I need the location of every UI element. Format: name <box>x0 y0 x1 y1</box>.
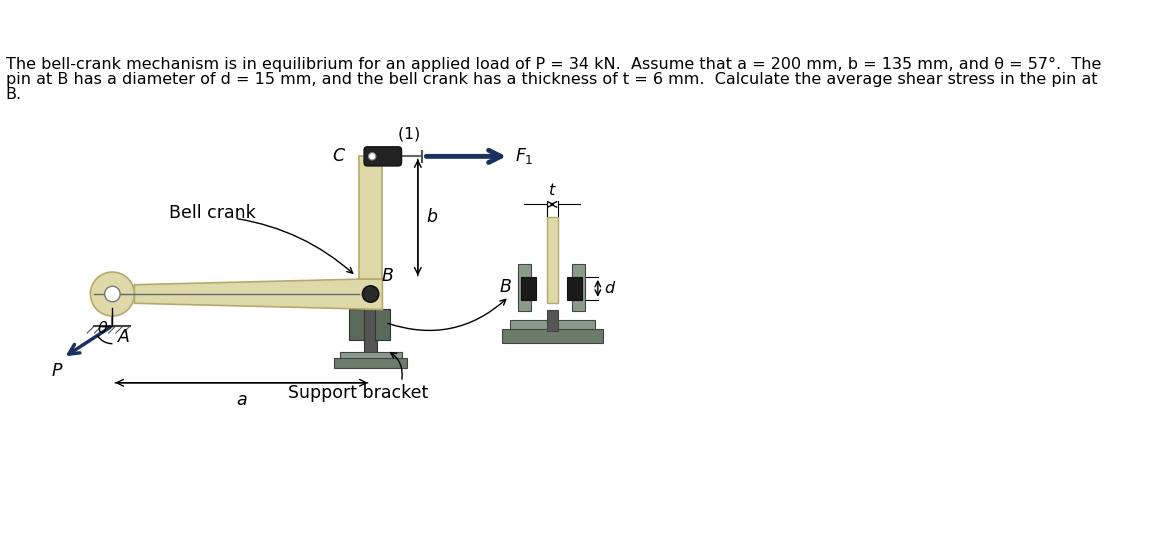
Bar <box>547 310 558 331</box>
Bar <box>522 277 535 300</box>
Text: Bell crank: Bell crank <box>169 204 256 222</box>
Bar <box>572 264 585 311</box>
Bar <box>349 310 364 341</box>
Text: $b$: $b$ <box>426 208 438 226</box>
Polygon shape <box>134 279 383 310</box>
Polygon shape <box>358 279 383 310</box>
Text: $a$: $a$ <box>236 391 247 409</box>
Text: $C$: $C$ <box>332 147 346 165</box>
Text: pin at B has a diameter of d = 15 mm, and the bell crank has a thickness of t = : pin at B has a diameter of d = 15 mm, an… <box>6 72 1097 87</box>
Circle shape <box>105 286 121 302</box>
Bar <box>334 358 407 368</box>
Bar <box>376 310 391 341</box>
Text: Support bracket: Support bracket <box>288 384 429 403</box>
Text: $B$: $B$ <box>381 267 394 285</box>
Text: $(1)$: $(1)$ <box>398 125 421 143</box>
Text: $\theta$: $\theta$ <box>97 320 108 336</box>
Text: $B$: $B$ <box>500 278 512 296</box>
Bar <box>518 264 531 311</box>
Circle shape <box>362 286 379 302</box>
Text: The bell-crank mechanism is in equilibrium for an applied load of P = 34 kN.  As: The bell-crank mechanism is in equilibri… <box>6 57 1101 72</box>
FancyBboxPatch shape <box>364 147 401 166</box>
Text: $F_1$: $F_1$ <box>515 147 533 166</box>
Bar <box>364 310 377 357</box>
Circle shape <box>369 153 376 160</box>
Bar <box>340 352 401 360</box>
Text: $d$: $d$ <box>604 280 617 296</box>
Text: $t$: $t$ <box>548 182 556 198</box>
Text: $P$: $P$ <box>52 362 63 380</box>
Text: B.: B. <box>6 87 22 102</box>
Bar <box>510 320 594 331</box>
Circle shape <box>91 272 134 316</box>
Bar <box>547 217 557 303</box>
Bar <box>566 277 581 300</box>
Bar <box>502 329 603 343</box>
Text: $A$: $A$ <box>117 328 131 346</box>
Polygon shape <box>358 156 383 279</box>
